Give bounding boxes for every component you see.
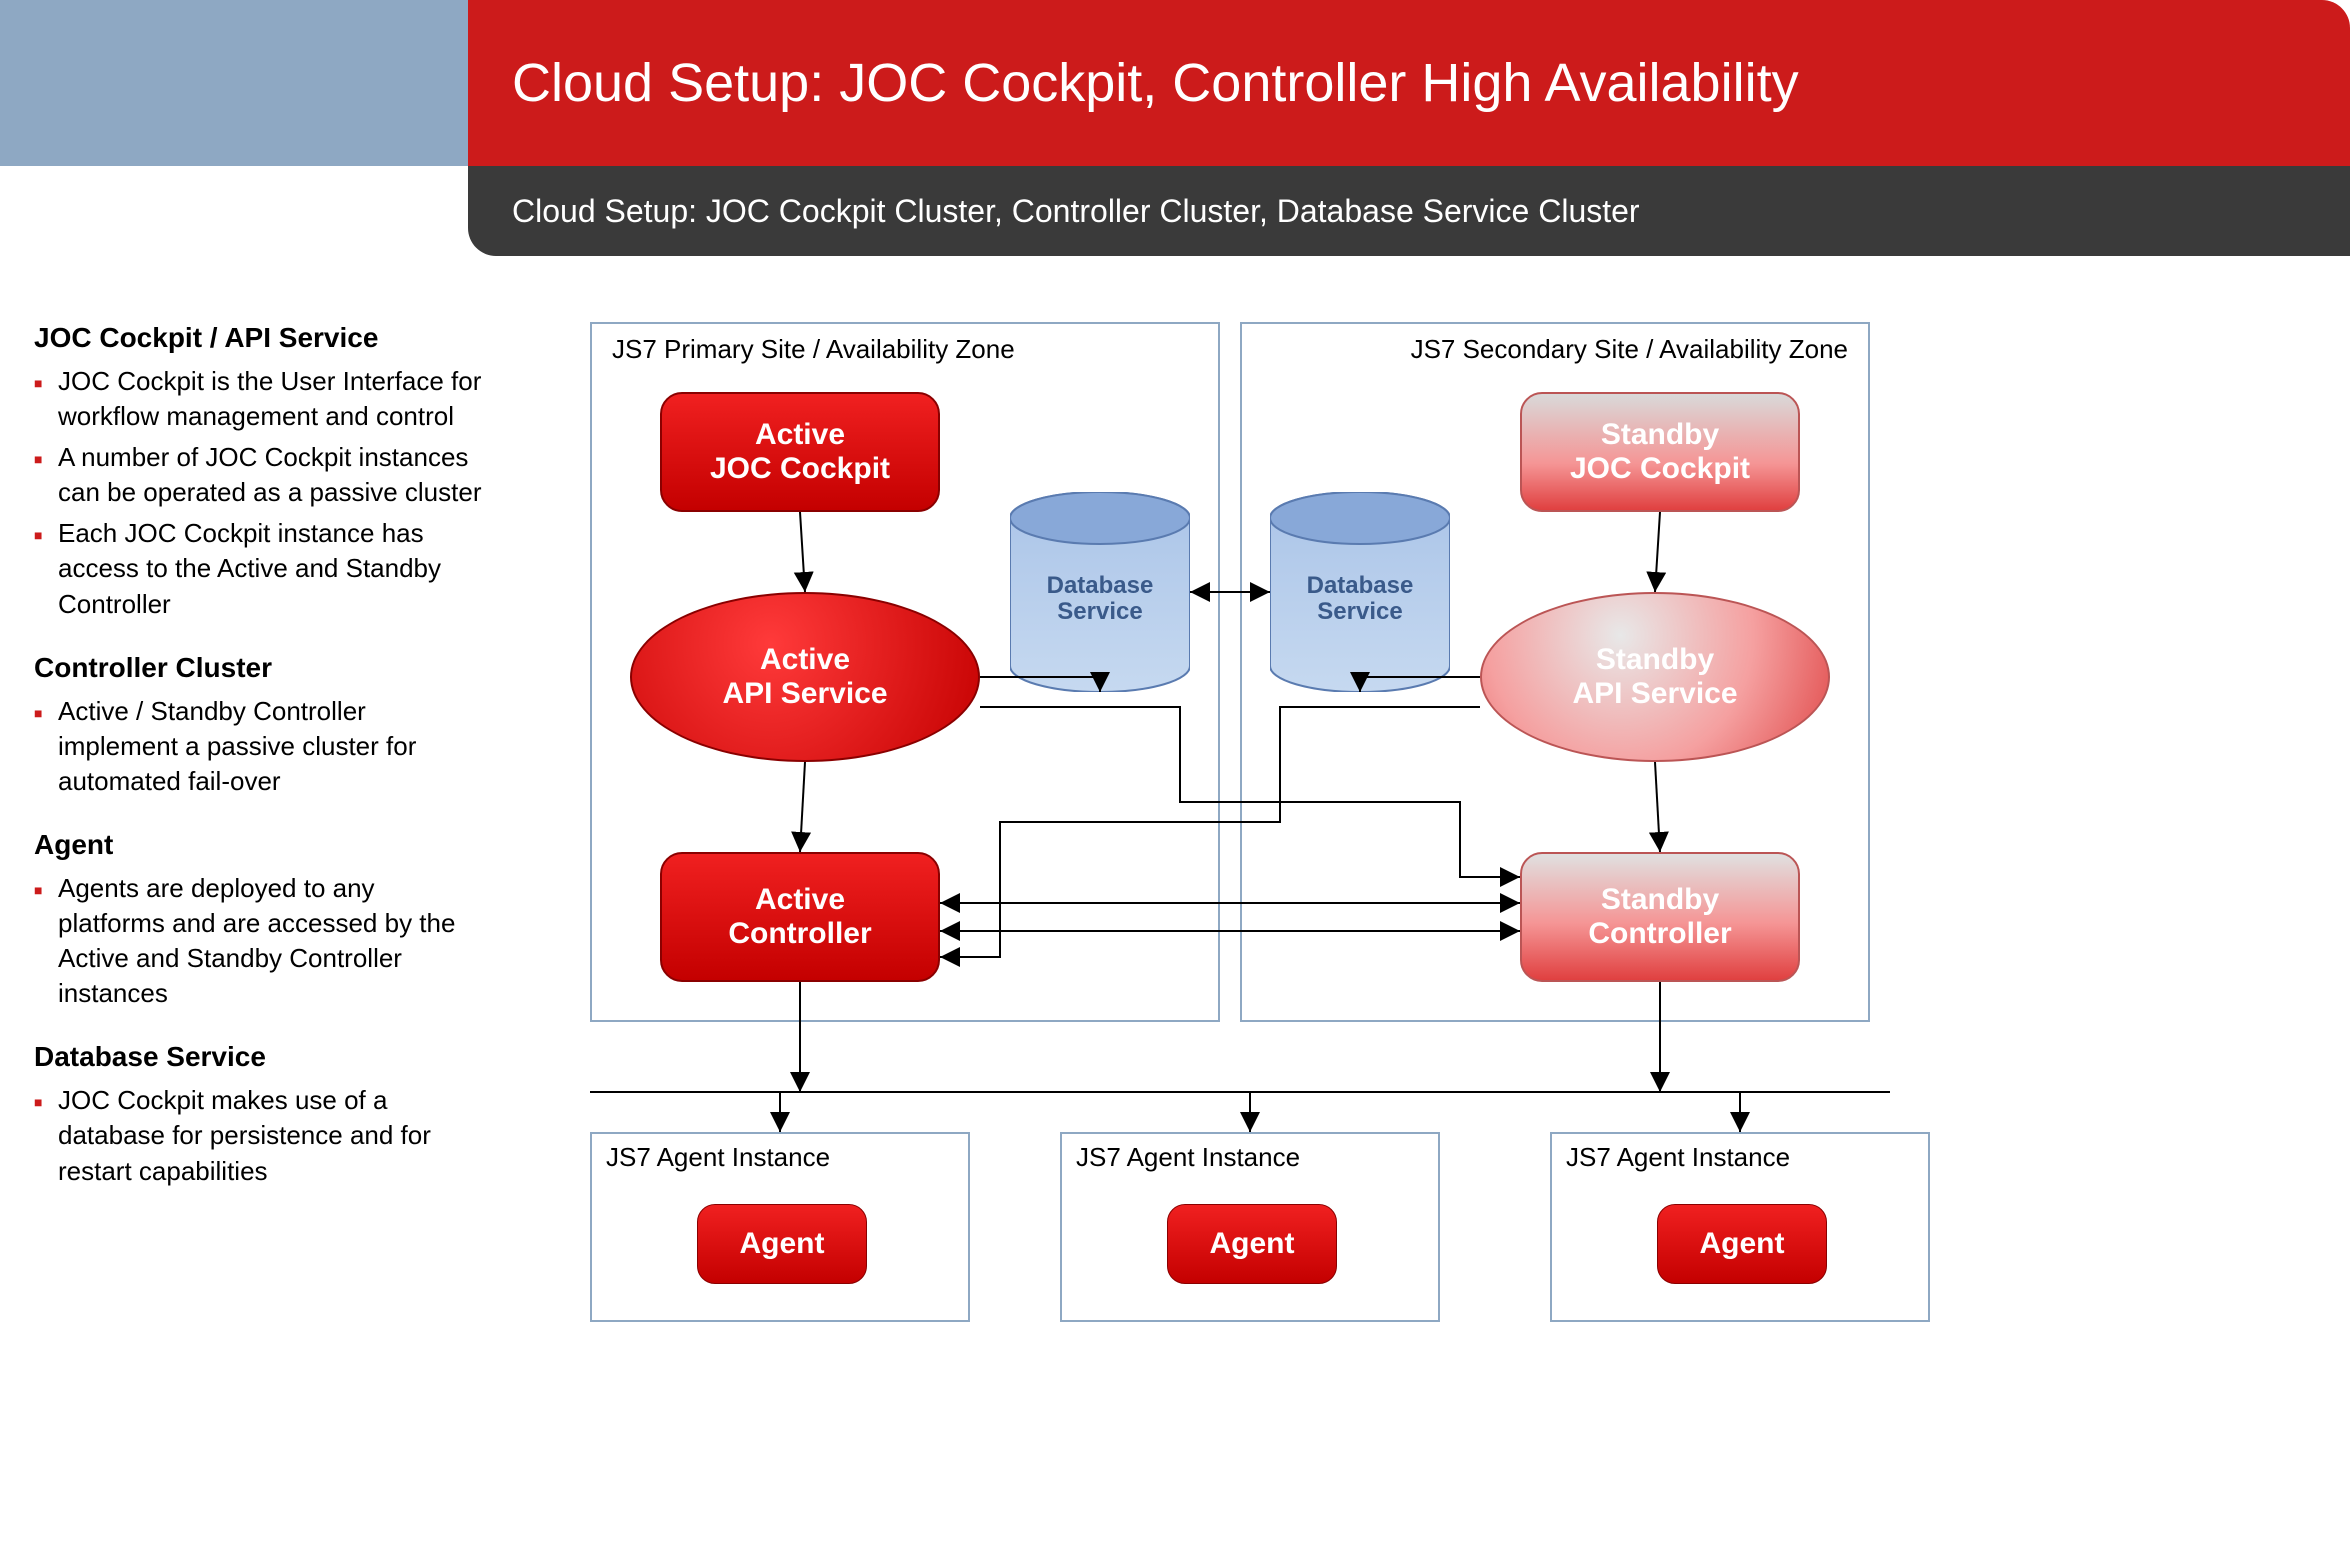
node-standby_api: StandbyAPI Service bbox=[1480, 592, 1830, 762]
header-blue-block bbox=[0, 0, 468, 166]
sidebar: JOC Cockpit / API Service JOC Cockpit is… bbox=[34, 322, 484, 1195]
sidebar-heading: Agent bbox=[34, 829, 484, 861]
agent-box: JS7 Agent Instance Agent bbox=[590, 1132, 970, 1322]
sidebar-heading: Database Service bbox=[34, 1041, 484, 1073]
sidebar-item: Agents are deployed to any platforms and… bbox=[34, 871, 484, 1011]
agent-title: JS7 Agent Instance bbox=[606, 1142, 830, 1173]
agent-title: JS7 Agent Instance bbox=[1566, 1142, 1790, 1173]
page-title: Cloud Setup: JOC Cockpit, Controller Hig… bbox=[512, 52, 1799, 114]
db-cylinder: DatabaseService bbox=[1010, 492, 1190, 692]
node-standby_ctrl: StandbyController bbox=[1520, 852, 1800, 982]
node-label: StandbyAPI Service bbox=[1572, 643, 1737, 712]
sidebar-item: Each JOC Cockpit instance has access to … bbox=[34, 516, 484, 621]
sidebar-heading: JOC Cockpit / API Service bbox=[34, 322, 484, 354]
node-label: ActiveJOC Cockpit bbox=[710, 418, 890, 487]
db-label: DatabaseService bbox=[1047, 573, 1154, 626]
node-active_api: ActiveAPI Service bbox=[630, 592, 980, 762]
header-red-block: Cloud Setup: JOC Cockpit, Controller Hig… bbox=[468, 0, 2350, 166]
node-label: StandbyController bbox=[1588, 883, 1731, 952]
sidebar-item: JOC Cockpit is the User Interface for wo… bbox=[34, 364, 484, 434]
agent-box: JS7 Agent Instance Agent bbox=[1550, 1132, 1930, 1322]
db-label: DatabaseService bbox=[1307, 573, 1414, 626]
node-standby_joc: StandbyJOC Cockpit bbox=[1520, 392, 1800, 512]
subheader-bar: Cloud Setup: JOC Cockpit Cluster, Contro… bbox=[468, 166, 2350, 256]
zone-title: JS7 Primary Site / Availability Zone bbox=[612, 334, 1015, 365]
agent-title: JS7 Agent Instance bbox=[1076, 1142, 1300, 1173]
sidebar-item: Active / Standby Controller implement a … bbox=[34, 694, 484, 799]
zone-title: JS7 Secondary Site / Availability Zone bbox=[1411, 334, 1848, 365]
subheader-text: Cloud Setup: JOC Cockpit Cluster, Contro… bbox=[512, 193, 1640, 230]
db-cylinder: DatabaseService bbox=[1270, 492, 1450, 692]
agent-box: JS7 Agent Instance Agent bbox=[1060, 1132, 1440, 1322]
agent-chip: Agent bbox=[1167, 1204, 1337, 1284]
agent-chip: Agent bbox=[1657, 1204, 1827, 1284]
architecture-diagram: JS7 Primary Site / Availability Zone JS7 … bbox=[590, 322, 2290, 1522]
sidebar-item: JOC Cockpit makes use of a database for … bbox=[34, 1083, 484, 1188]
node-label: ActiveAPI Service bbox=[722, 643, 887, 712]
agent-chip: Agent bbox=[697, 1204, 867, 1284]
sidebar-heading: Controller Cluster bbox=[34, 652, 484, 684]
node-label: ActiveController bbox=[728, 883, 871, 952]
node-active_joc: ActiveJOC Cockpit bbox=[660, 392, 940, 512]
sidebar-item: A number of JOC Cockpit instances can be… bbox=[34, 440, 484, 510]
node-label: StandbyJOC Cockpit bbox=[1570, 418, 1750, 487]
node-active_ctrl: ActiveController bbox=[660, 852, 940, 982]
